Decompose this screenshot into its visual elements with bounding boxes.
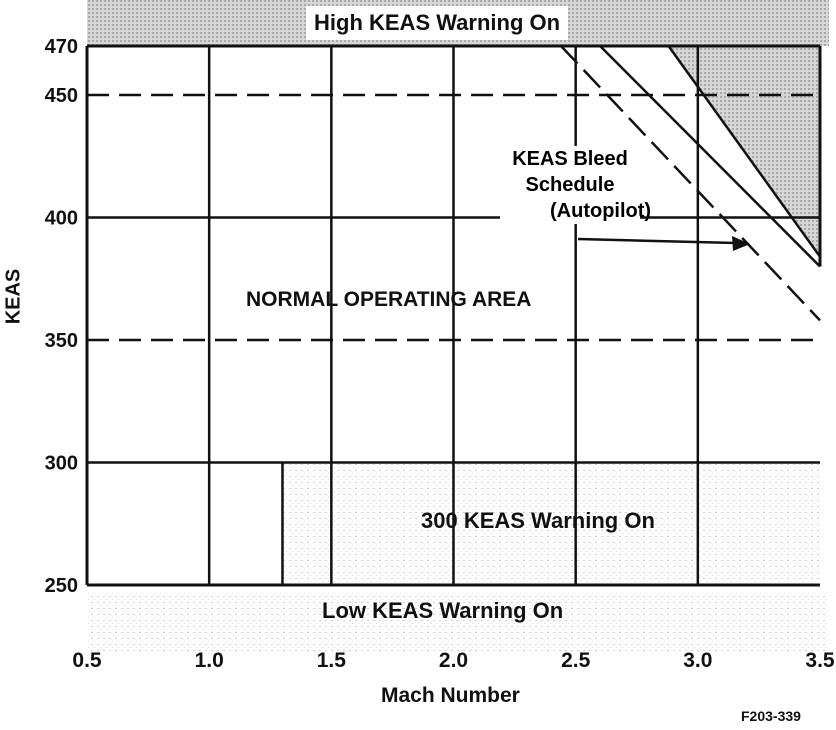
x-tick-label-3: 2.0 — [439, 649, 468, 672]
x-axis-title: Mach Number — [381, 684, 520, 707]
series-line-2 — [667, 45, 822, 258]
high-keas-warning-label: High KEAS Warning On — [306, 6, 569, 40]
series-line-1 — [599, 45, 821, 268]
x-tick-label-0: 0.5 — [72, 649, 102, 672]
x-tick-label-6: 3.5 — [805, 649, 835, 672]
figure-id: F203-339 — [741, 708, 801, 724]
y-tick-label-3: 400 — [45, 208, 78, 230]
low-keas-warning-label: Low KEAS Warning On — [322, 598, 564, 623]
x-tick-label-1: 1.0 — [195, 649, 224, 672]
x-tick-label-2: 1.5 — [317, 649, 347, 672]
y-tick-label-0: 250 — [45, 575, 78, 597]
annotation-arrow-shaft — [577, 237, 737, 245]
warning-300-region — [282, 462, 820, 585]
y-tick-label-1: 300 — [45, 453, 78, 475]
y-tick-label-5: 470 — [45, 36, 78, 58]
y-tick-label-2: 350 — [45, 330, 78, 352]
bleed-schedule-annotation: KEAS Bleed Schedule (Autopilot) — [500, 146, 652, 224]
y-tick-label-4: 450 — [45, 85, 78, 107]
y-axis-title: KEAS — [2, 268, 25, 325]
x-tick-label-4: 2.5 — [561, 649, 591, 672]
annotation-line-2: Schedule — [525, 174, 615, 196]
warning-300-label: 300 KEAS Warning On — [421, 508, 655, 533]
series-line-0 — [560, 45, 821, 322]
annotation-line-1: KEAS Bleed — [512, 148, 628, 170]
annotation-line-3: (Autopilot) — [550, 200, 652, 222]
annotation-arrow-head — [732, 236, 750, 251]
low-warning-region — [87, 591, 829, 651]
x-tick-label-5: 3.0 — [683, 649, 712, 672]
normal-operating-area-label: NORMAL OPERATING AREA — [246, 288, 532, 311]
